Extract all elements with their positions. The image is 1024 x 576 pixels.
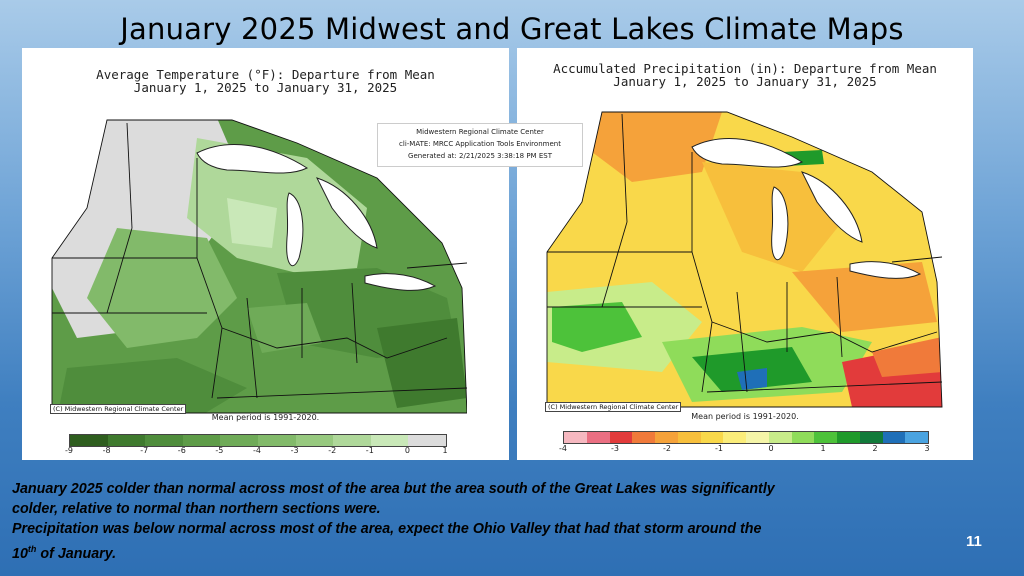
caption-line-1: January 2025 colder than normal across m… (12, 481, 775, 497)
colorbar-tick-label: -5 (215, 446, 224, 455)
colorbar-swatch (632, 432, 655, 443)
caption-date-rest: of January. (36, 545, 117, 562)
colorbar-swatch (609, 432, 633, 443)
info-box-generated: Generated at: 2/21/2025 3:38:18 PM EST (408, 152, 552, 160)
temperature-map-image (51, 119, 467, 414)
colorbar-swatch (220, 435, 258, 446)
colorbar-tick-label: -1 (365, 446, 374, 455)
colorbar-swatch (882, 432, 906, 443)
colorbar-swatch (700, 432, 724, 443)
precipitation-mean-period: Mean period is 1991-2020. (691, 412, 799, 421)
colorbar-swatch (333, 435, 371, 446)
generation-info-box: Midwestern Regional Climate Center cli-M… (377, 123, 583, 167)
colorbar-swatch (257, 435, 296, 446)
slide-number: 11 (966, 533, 982, 550)
colorbar-swatch (295, 435, 334, 446)
colorbar-swatch (746, 432, 769, 443)
colorbar-tick-label: -3 (611, 444, 619, 453)
colorbar-tick-label: -1 (715, 444, 723, 453)
colorbar-tick-label: -2 (663, 444, 671, 453)
precipitation-map-image (546, 111, 943, 408)
colorbar-swatch (564, 432, 587, 443)
colorbar-swatch (145, 435, 183, 446)
slide-caption: January 2025 colder than normal across m… (12, 479, 912, 564)
colorbar-swatch (655, 432, 678, 443)
temperature-map-panel: Average Temperature (°F): Departure from… (22, 48, 509, 460)
colorbar-swatch (859, 432, 883, 443)
colorbar-tick-label: -4 (559, 444, 567, 453)
colorbar-swatch (837, 432, 860, 443)
colorbar-tick-label: 0 (768, 444, 774, 453)
colorbar-swatch (768, 432, 792, 443)
precipitation-colorbar-ticks: -4 -3 -2 -1 0 1 2 3 (559, 444, 930, 454)
caption-line-2: colder, relative to normal than northern… (12, 501, 381, 517)
colorbar-tick-label: 1 (442, 446, 448, 455)
slide-title: January 2025 Midwest and Great Lakes Cli… (120, 12, 904, 46)
caption-date-number: 10 (12, 545, 28, 562)
temperature-colorbar-ticks: -9 -8 -7 -6 -5 -4 -3 -2 -1 0 1 (65, 446, 448, 456)
colorbar-swatch (791, 432, 815, 443)
colorbar-tick-label: 1 (820, 444, 826, 453)
colorbar-swatch (370, 435, 409, 446)
precipitation-map-credit: (C) Midwestern Regional Climate Center (545, 402, 682, 412)
caption-line-4: 10th of January. (12, 539, 912, 564)
colorbar-tick-label: -2 (328, 446, 337, 455)
colorbar-tick-label: 3 (924, 444, 930, 453)
caption-date-suffix: th (27, 544, 37, 554)
colorbar-tick-label: -8 (102, 446, 111, 455)
info-box-tool: cli-MATE: MRCC Application Tools Environ… (399, 140, 561, 148)
colorbar-tick-label: -3 (290, 446, 299, 455)
colorbar-swatch (107, 435, 146, 446)
precipitation-map-title: Accumulated Precipitation (in): Departur… (553, 61, 937, 76)
colorbar-tick-label: -7 (140, 446, 149, 455)
temperature-map-title: Average Temperature (°F): Departure from… (96, 67, 435, 82)
colorbar-swatch (70, 435, 108, 446)
colorbar-swatch (182, 435, 221, 446)
temperature-mean-period: Mean period is 1991-2020. (211, 413, 320, 422)
precipitation-colorbar (563, 431, 929, 444)
colorbar-swatch (905, 432, 928, 443)
colorbar-swatch (814, 432, 837, 443)
precipitation-map-panel: Accumulated Precipitation (in): Departur… (517, 48, 973, 460)
colorbar-tick-label: 2 (872, 444, 878, 453)
colorbar-swatch (586, 432, 610, 443)
colorbar-tick-label: -9 (65, 446, 73, 455)
colorbar-tick-label: -4 (253, 446, 261, 455)
temperature-map-subtitle: January 1, 2025 to January 31, 2025 (133, 80, 398, 95)
colorbar-tick-label: -6 (177, 446, 186, 455)
colorbar-swatch (723, 432, 746, 443)
colorbar-tick-label: 0 (404, 446, 410, 455)
colorbar-swatch (677, 432, 701, 443)
caption-line-3: Precipitation was below normal across mo… (12, 521, 762, 537)
temperature-map-credit: (C) Midwestern Regional Climate Center (50, 404, 187, 414)
info-box-organization: Midwestern Regional Climate Center (416, 128, 544, 136)
colorbar-swatch (408, 435, 446, 446)
precipitation-map-subtitle: January 1, 2025 to January 31, 2025 (613, 74, 877, 89)
temperature-colorbar (69, 434, 447, 447)
